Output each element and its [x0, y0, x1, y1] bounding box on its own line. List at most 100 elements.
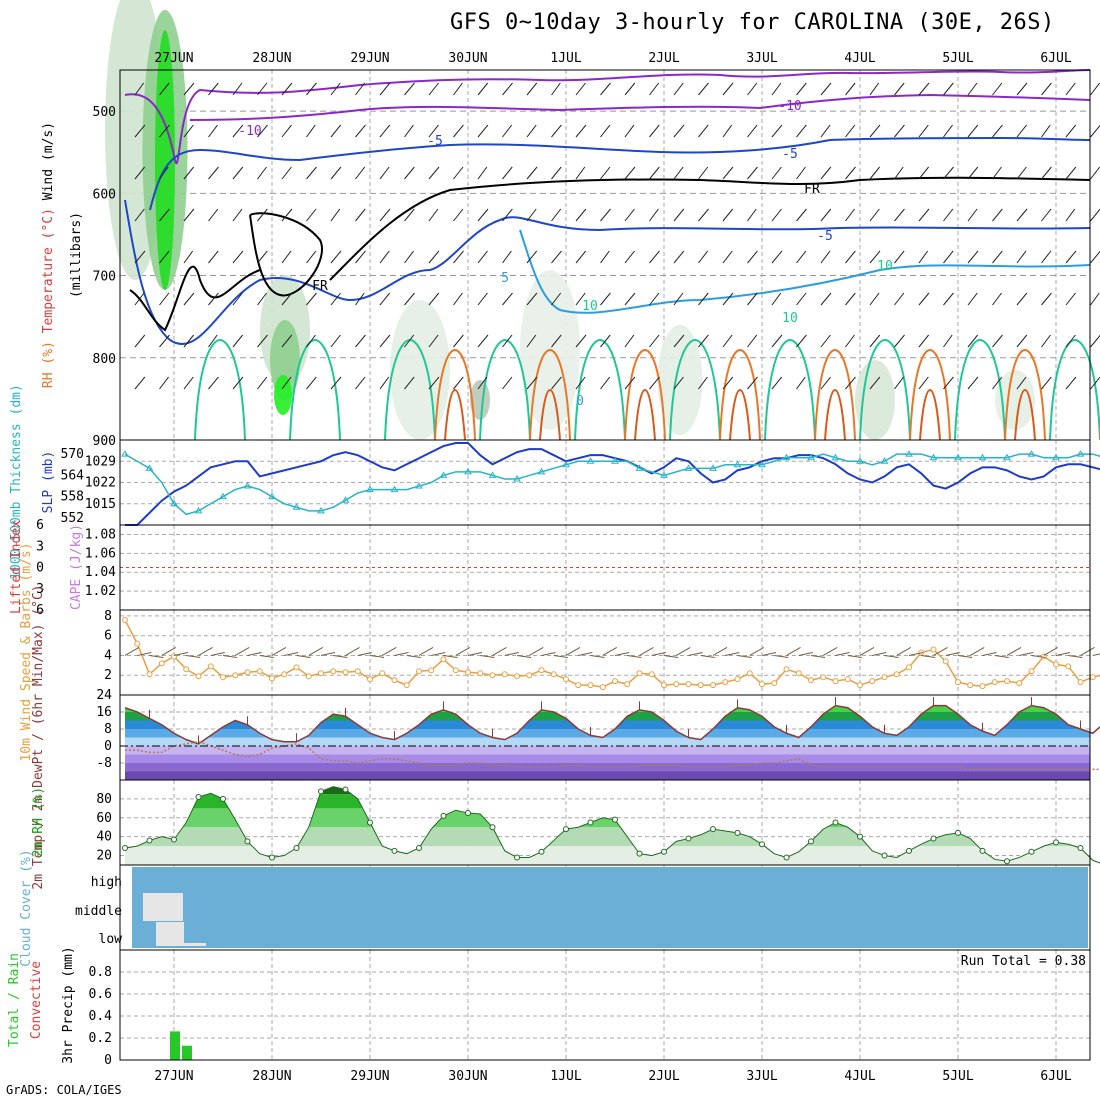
- temp-contour-15: [719, 348, 761, 441]
- wind-speed-point: [930, 646, 937, 653]
- thickness-marker: [635, 464, 644, 471]
- wind-barb: [1065, 166, 1077, 180]
- wind-barb: [967, 376, 979, 390]
- wind-barb: [1065, 250, 1077, 264]
- wind-barb: [379, 292, 391, 306]
- wind-barb-10m: [859, 647, 875, 656]
- wind-barb: [257, 166, 267, 180]
- wind-barb: [502, 334, 513, 348]
- slp-tick: 1022: [85, 476, 116, 491]
- wind-barb-10m: [700, 654, 715, 658]
- wind-speed-point: [293, 664, 300, 671]
- wind-barb: [281, 334, 293, 348]
- cloud-low-block: [156, 922, 184, 946]
- wind-barb: [1041, 166, 1052, 180]
- wind-barb: [477, 208, 489, 222]
- pressure-tick: 500: [93, 105, 116, 120]
- wind-barb-10m: [725, 651, 740, 656]
- wind-barb-10m: [455, 647, 470, 656]
- temp-contour-15: [624, 348, 666, 441]
- thickness-marker: [831, 453, 840, 461]
- thickness-marker: [121, 450, 129, 457]
- wind-barb: [502, 166, 513, 180]
- wind-barb: [1016, 292, 1028, 306]
- wind-barb-10m: [1006, 647, 1022, 656]
- wind-barb: [134, 166, 146, 180]
- wind-barb: [943, 334, 953, 348]
- temp-band: [125, 763, 1090, 772]
- wind-barb-10m: [173, 651, 189, 656]
- wind-barb: [232, 166, 244, 180]
- wind-speed-point: [1089, 674, 1096, 681]
- wind-barb: [134, 292, 145, 306]
- rh-point: [391, 847, 398, 854]
- temp-contour-minus-10: [124, 69, 1091, 165]
- footer-credit: GrADS: COLA/IGES: [6, 1083, 122, 1097]
- wind-barb: [722, 166, 734, 180]
- thickness-tick: 564: [61, 468, 85, 483]
- wind-barb: [918, 82, 930, 96]
- wind-barb: [992, 334, 1003, 348]
- rh-shade: [657, 325, 703, 435]
- contour-label: -5: [427, 134, 443, 149]
- wind-speed-point: [550, 671, 557, 678]
- wind-barb: [992, 376, 1003, 390]
- wind-barb: [918, 166, 930, 180]
- lifted-ylabel: Lifted Index: [9, 520, 24, 614]
- wind-barb: [992, 166, 1002, 180]
- wind-barb: [845, 166, 856, 180]
- wind-barb: [208, 82, 219, 96]
- wind-speed-point: [1016, 680, 1023, 687]
- rh-point: [832, 819, 839, 826]
- wind-speed-point: [710, 682, 716, 689]
- temp-ylabel: 2m Temp / 2m DewPt / (6hr Min/Max) (°C): [31, 584, 46, 889]
- wind-speed-point: [146, 671, 153, 678]
- wind-barb: [428, 334, 439, 348]
- panel-frame: [119, 609, 1091, 696]
- wind-speed-point: [244, 669, 251, 676]
- thickness-marker: [341, 496, 350, 503]
- wind-barb: [918, 376, 929, 390]
- wind-barb: [600, 292, 611, 306]
- wind-barb: [624, 124, 635, 138]
- wind-barb: [1065, 124, 1077, 138]
- wind-barb: [453, 82, 463, 96]
- wind-barb-10m: [590, 654, 605, 658]
- cloud-axis-label: Cloud Cover (%): [19, 849, 34, 966]
- temp-axis-label: 2m Temp / 2m DewPt / (6hr Min/Max) (°C): [31, 584, 46, 889]
- contour-label: 10: [582, 299, 598, 314]
- cape-tick: 1.08: [85, 527, 116, 542]
- wind-barb-10m: [235, 647, 250, 656]
- wind-barb: [306, 166, 317, 180]
- wind-barb: [967, 250, 979, 264]
- thickness-marker: [390, 485, 399, 493]
- wind-barb: [747, 250, 758, 264]
- wind-barb: [526, 376, 538, 390]
- wind-barb: [600, 82, 611, 96]
- wind-barb-10m: [271, 647, 287, 656]
- wind-barb: [869, 250, 881, 264]
- temp-contour-10: [1049, 338, 1100, 441]
- wind-barb: [281, 376, 292, 390]
- wind-barb: [159, 208, 170, 222]
- wind-barb-10m: [357, 651, 372, 656]
- precip-legend-total: Total / Rain: [7, 953, 22, 1047]
- wind-speed-point: [391, 677, 398, 684]
- wind-barb: [355, 376, 366, 390]
- wind-barb: [918, 334, 930, 348]
- wind-barb: [355, 82, 366, 96]
- wind-speed-point: [575, 682, 582, 689]
- thickness-marker: [513, 474, 521, 482]
- temp-contour-10: [669, 338, 721, 441]
- rh-point: [440, 812, 447, 819]
- wind-speed-point: [256, 668, 263, 675]
- wind-barb: [649, 250, 660, 264]
- temp-contour-20: [539, 388, 561, 441]
- wind-barb: [379, 334, 391, 348]
- wind-speed-point: [416, 668, 422, 675]
- cloud-low-thin: [184, 943, 206, 946]
- wind-barb: [624, 208, 635, 222]
- wind-barb: [575, 292, 586, 306]
- wind-barb: [183, 208, 195, 222]
- wind-speed-point: [759, 681, 765, 688]
